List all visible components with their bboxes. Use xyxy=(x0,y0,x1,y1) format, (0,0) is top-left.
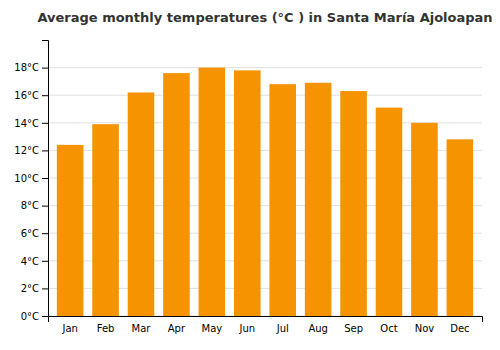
tick-label: Aug xyxy=(308,323,328,334)
bar xyxy=(128,92,155,316)
grid-line xyxy=(48,95,482,96)
tick-label: 16°C xyxy=(14,90,39,101)
y-tick: 16°C xyxy=(14,90,48,101)
tick-label: 6°C xyxy=(21,228,39,239)
tick-label: Jul xyxy=(276,323,289,334)
tick-label: May xyxy=(202,323,223,334)
tick-label: 12°C xyxy=(14,145,39,156)
x-tick: Jul xyxy=(276,323,289,334)
tick-label: 2°C xyxy=(21,283,39,294)
tick-label: 18°C xyxy=(14,62,39,73)
tick-label: Oct xyxy=(380,323,397,334)
tick-mark xyxy=(42,288,48,289)
tick-label: Mar xyxy=(132,323,152,334)
x-tick: Dec xyxy=(450,323,469,334)
y-tick: 12°C xyxy=(14,145,48,156)
tick-label: Jan xyxy=(61,323,77,334)
tick-mark xyxy=(42,316,48,317)
tick-label: Nov xyxy=(415,323,435,334)
tick-label: 14°C xyxy=(14,118,39,129)
x-axis: Jan Feb Mar Apr May Jun Jul Aug Sep Oct Nov Dec xyxy=(49,317,483,335)
tick-label: Dec xyxy=(450,323,469,334)
tick-mark xyxy=(42,206,48,207)
bar xyxy=(269,84,296,316)
tick-label: Feb xyxy=(97,323,115,334)
tick-label: 10°C xyxy=(14,173,39,184)
tick-label: 4°C xyxy=(21,255,39,266)
tick-mark xyxy=(42,123,48,124)
tick-label: Sep xyxy=(344,323,363,334)
tick-mark xyxy=(42,233,48,234)
y-tick: 10°C xyxy=(14,173,48,184)
y-tick: 2°C xyxy=(21,283,48,294)
tick-label: Jun xyxy=(238,323,255,334)
tick-mark xyxy=(42,178,48,179)
grid-line xyxy=(48,67,482,68)
x-tick: Oct xyxy=(380,323,397,334)
bar xyxy=(376,108,403,316)
bar xyxy=(340,91,367,316)
y-tick: 8°C xyxy=(21,200,48,211)
y-tick: 0°C xyxy=(21,311,48,322)
chart-svg: 0°C 2°C 4°C 6°C 8°C 10°C 12°C 14°C 16°C 18°C Jan Fe… xyxy=(0,0,500,350)
axis-line xyxy=(42,41,49,317)
tick-label: 0°C xyxy=(21,311,39,322)
chart-container: 0°C 2°C 4°C 6°C 8°C 10°C 12°C 14°C 16°C 18°C Jan Fe… xyxy=(0,0,500,350)
bar xyxy=(199,68,226,316)
grid xyxy=(48,68,482,316)
bar xyxy=(163,73,190,316)
y-axis: 0°C 2°C 4°C 6°C 8°C 10°C 12°C 14°C 16°C 18°C xyxy=(14,41,48,322)
bar xyxy=(411,123,438,316)
bar xyxy=(305,83,332,316)
x-tick: Feb xyxy=(97,323,115,334)
tick-mark xyxy=(42,68,48,69)
x-tick: Jan xyxy=(61,323,77,334)
tick-mark xyxy=(42,150,48,151)
x-tick: Aug xyxy=(308,323,328,334)
plot-area xyxy=(57,68,473,316)
tick-label: 8°C xyxy=(21,200,39,211)
tick-label: Apr xyxy=(168,323,186,334)
x-tick: Mar xyxy=(132,323,152,334)
bar xyxy=(92,124,119,316)
y-tick: 18°C xyxy=(14,62,48,73)
bar xyxy=(234,70,261,316)
y-tick: 4°C xyxy=(21,255,48,266)
y-tick: 14°C xyxy=(14,118,48,129)
bar xyxy=(57,145,84,316)
x-tick: Jun xyxy=(238,323,255,334)
x-tick: Apr xyxy=(168,323,186,334)
x-tick: May xyxy=(202,323,223,334)
axis-line xyxy=(49,317,483,323)
x-tick: Nov xyxy=(415,323,435,334)
bar xyxy=(447,139,474,316)
tick-mark xyxy=(42,261,48,262)
y-tick: 6°C xyxy=(21,228,48,239)
x-tick: Sep xyxy=(344,323,363,334)
title: Average monthly temperatures (°C ) in Sa… xyxy=(37,10,492,25)
tick-mark xyxy=(42,95,48,96)
